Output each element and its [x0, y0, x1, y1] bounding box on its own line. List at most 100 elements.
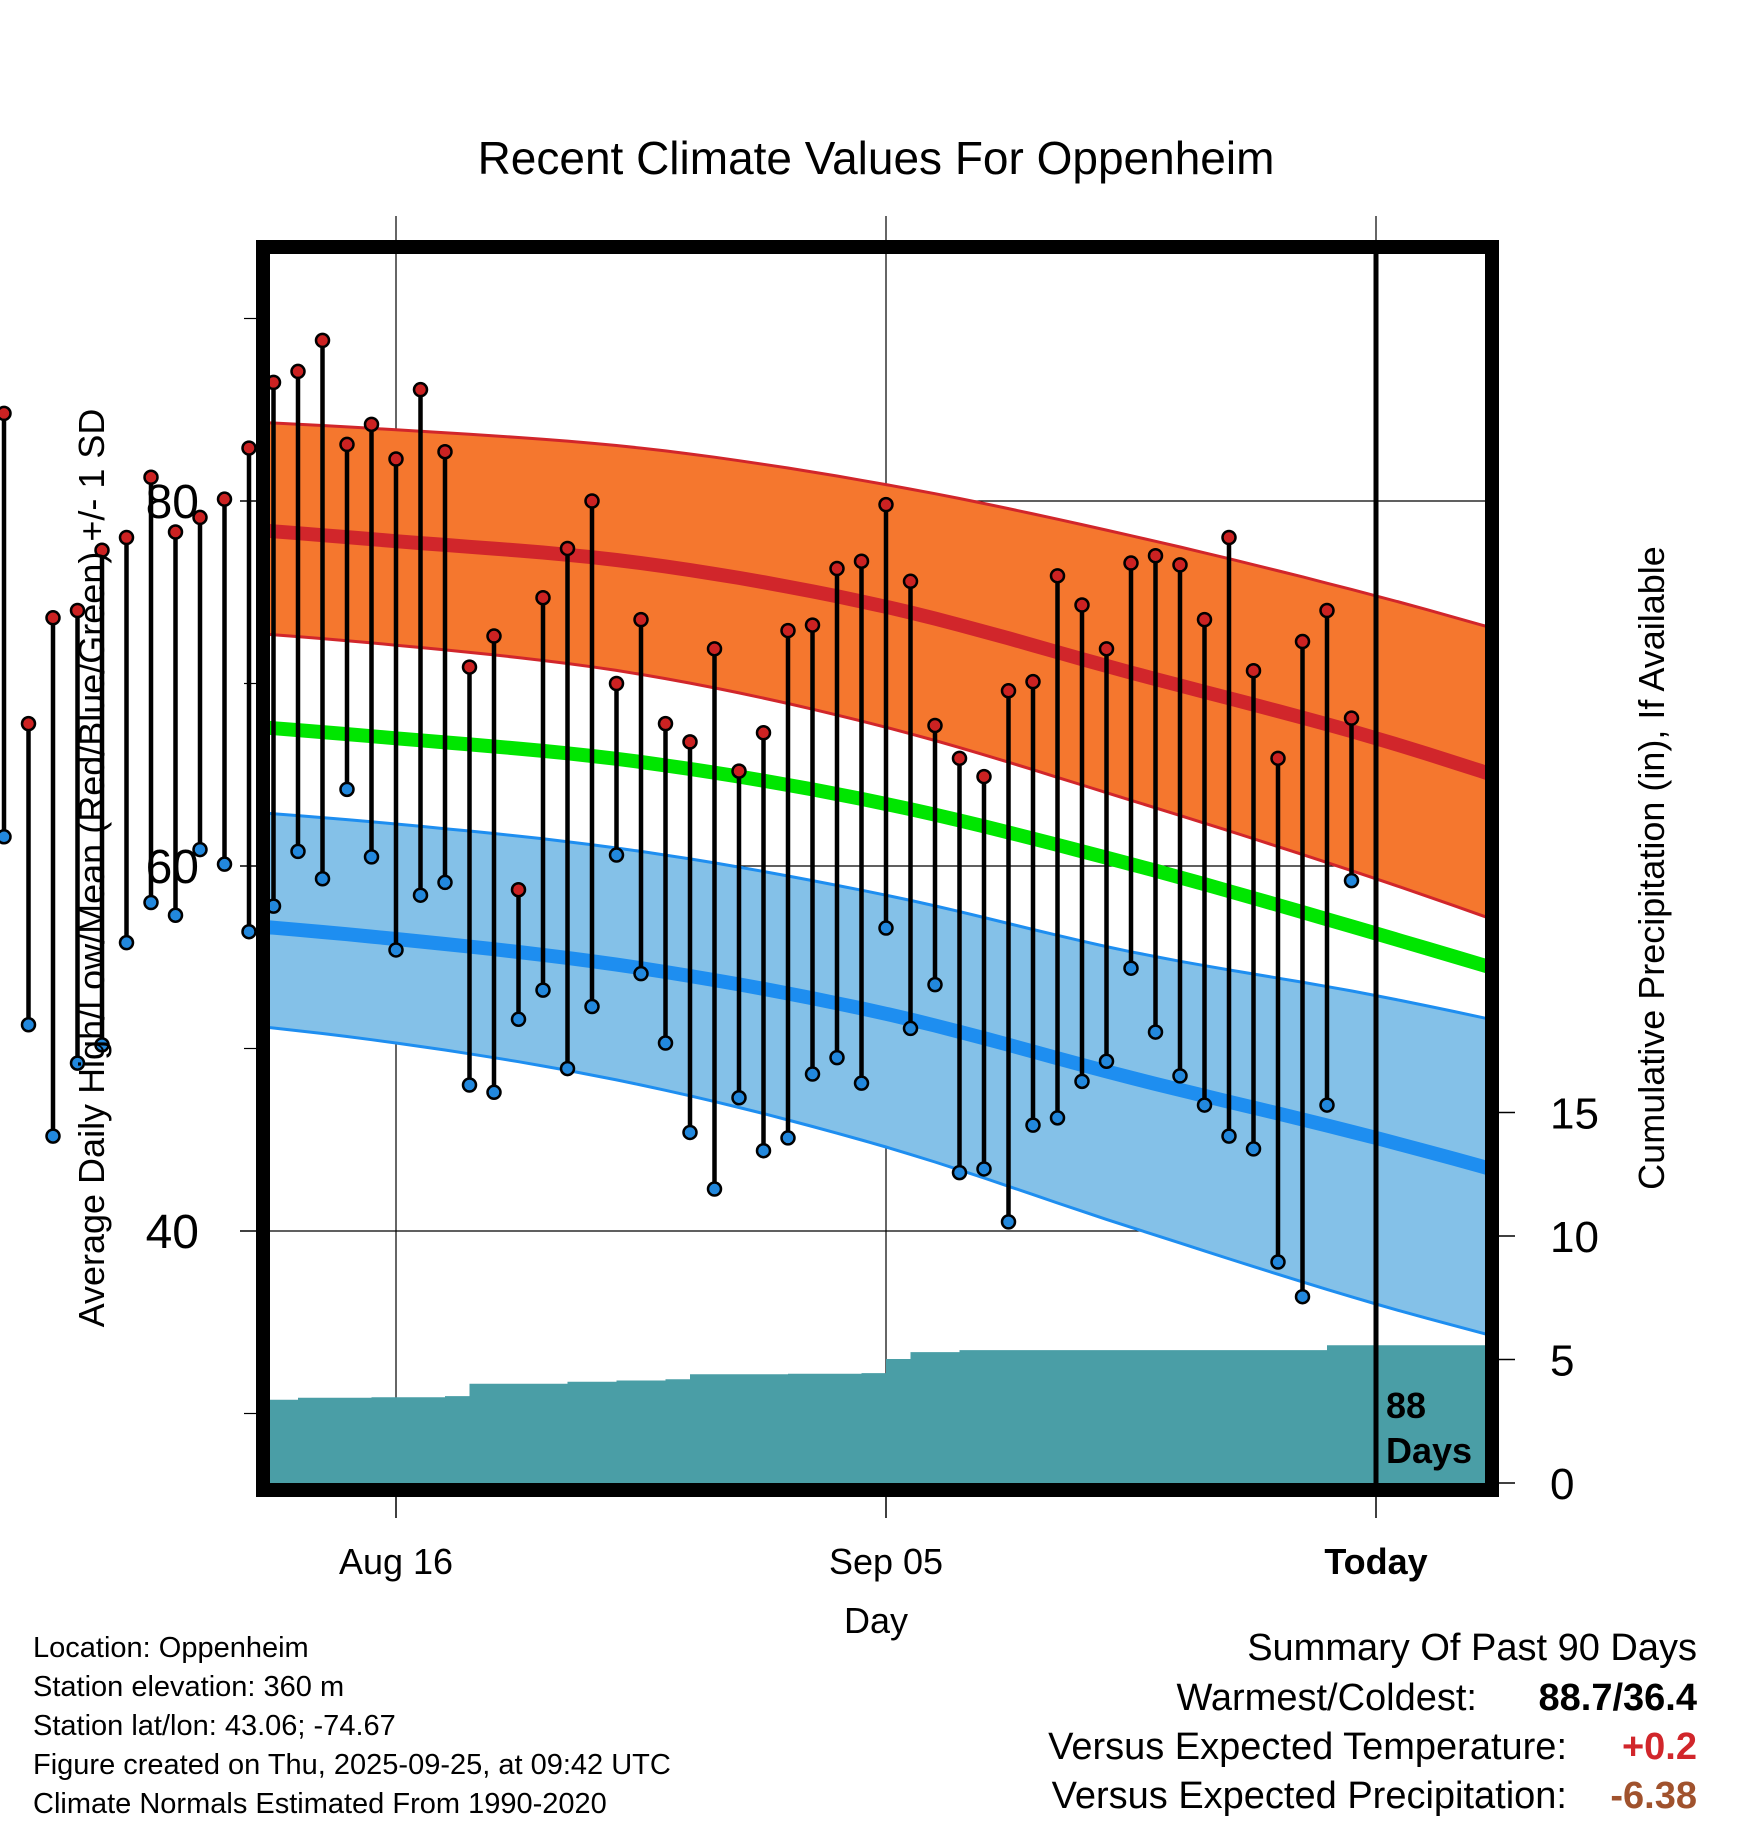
obs-low-point-75 — [1025, 1117, 1041, 1133]
obs-high-point-39 — [143, 469, 159, 486]
obs-low-point-52 — [461, 1077, 478, 1093]
obs-high-point-54 — [510, 881, 527, 898]
obs-high-point-85 — [1270, 750, 1286, 767]
obs-low-point-37 — [94, 1037, 110, 1053]
summary-precip-value: -6.38 — [1610, 1775, 1697, 1817]
obs-high-point-50 — [412, 381, 429, 398]
obs-low-point-38 — [118, 934, 135, 951]
obs-low-point-63 — [731, 1090, 747, 1106]
obs-high-point-73 — [976, 768, 992, 785]
obs-high-point-70 — [902, 573, 919, 590]
obs-low-point-62 — [706, 1181, 723, 1197]
obs-low-point-56 — [559, 1060, 576, 1077]
obs-low-point-49 — [388, 942, 404, 958]
footer-location: Location: Oppenheim — [33, 1632, 309, 1664]
summary-warmest-label: Warmest/Coldest: — [1176, 1677, 1477, 1719]
obs-low-point-45 — [290, 843, 306, 860]
summary-heading: Summary Of Past 90 Days — [1247, 1627, 1697, 1669]
today-days-count: 88 — [1386, 1385, 1426, 1426]
obs-high-point-61 — [682, 734, 698, 750]
obs-low-point-80 — [1147, 1024, 1164, 1040]
summary-precip-label: Versus Expected Precipitation: — [1051, 1775, 1567, 1817]
obs-low-point-40 — [167, 907, 184, 924]
obs-low-point-61 — [682, 1124, 698, 1141]
obs-high-point-45 — [290, 363, 306, 380]
obs-low-point-84 — [1245, 1141, 1262, 1157]
obs-low-point-48 — [363, 849, 380, 865]
obs-high-point-77 — [1074, 597, 1090, 613]
obs-low-point-54 — [510, 1011, 527, 1028]
precip-area — [270, 1345, 1485, 1483]
obs-high-point-62 — [706, 641, 723, 657]
obs-low-point-74 — [1000, 1214, 1017, 1230]
obs-high-point-63 — [731, 763, 747, 779]
obs-high-point-75 — [1025, 673, 1041, 690]
low-sd-band — [270, 813, 1485, 1334]
obs-high-point-87 — [1319, 602, 1335, 619]
y-tick-label-1: 60 — [146, 841, 199, 894]
obs-low-point-69 — [878, 920, 894, 936]
obs-high-point-81 — [1172, 557, 1188, 573]
obs-low-point-86 — [1294, 1288, 1311, 1305]
obs-low-point-50 — [412, 887, 429, 903]
x-axis-label: Day — [844, 1600, 908, 1641]
x-tick-label-3: Sep 05 — [829, 1541, 943, 1582]
observations — [0, 332, 1360, 1305]
obs-low-point-79 — [1123, 960, 1139, 976]
high-sd-upper-edge — [270, 421, 1485, 628]
obs-low-point-42 — [216, 856, 233, 872]
plot-frame — [256, 240, 1499, 1497]
obs-low-point-51 — [437, 874, 453, 891]
x-tick-label-2: Aug 16 — [339, 1541, 453, 1582]
obs-high-point-74 — [1000, 683, 1017, 699]
obs-low-point-34 — [20, 1017, 37, 1033]
footer-elevation: Station elevation: 360 m — [33, 1671, 345, 1703]
normal-bands — [270, 421, 1485, 1483]
obs-high-point-65 — [780, 622, 796, 639]
obs-high-point-41 — [192, 509, 208, 526]
obs-high-point-34 — [20, 715, 37, 732]
obs-low-point-81 — [1172, 1068, 1188, 1084]
obs-high-point-58 — [608, 675, 625, 692]
obs-low-point-47 — [339, 781, 355, 798]
obs-low-point-72 — [951, 1164, 968, 1181]
obs-high-point-51 — [437, 443, 453, 460]
obs-high-point-33 — [0, 405, 12, 422]
obs-low-point-73 — [976, 1161, 992, 1177]
obs-low-point-88 — [1343, 872, 1360, 889]
obs-high-point-52 — [461, 659, 478, 675]
obs-low-point-60 — [657, 1035, 674, 1051]
y2-tick-label-3: 15 — [1550, 1090, 1599, 1139]
summary-temp-label: Versus Expected Temperature: — [1048, 1726, 1567, 1768]
obs-low-point-76 — [1049, 1110, 1066, 1126]
obs-high-point-80 — [1147, 548, 1164, 564]
obs-low-point-67 — [829, 1049, 845, 1066]
obs-low-point-53 — [486, 1084, 502, 1101]
obs-low-point-70 — [902, 1020, 919, 1037]
y-axis-label: Average Daily High/Low/Mean (Red/Blue/Gr… — [71, 409, 112, 1328]
obs-high-point-72 — [951, 750, 968, 767]
obs-low-point-77 — [1074, 1073, 1090, 1090]
obs-low-point-59 — [633, 965, 649, 982]
y2-tick-label-2: 10 — [1550, 1213, 1599, 1262]
today-days-label: Days — [1386, 1430, 1472, 1471]
obs-low-point-57 — [584, 998, 600, 1015]
obs-high-point-49 — [388, 451, 404, 467]
x-tick-label-4: Today — [1324, 1541, 1427, 1582]
obs-low-point-46 — [314, 871, 331, 887]
y-tick-label-0: 40 — [146, 1206, 199, 1259]
obs-low-point-82 — [1196, 1097, 1213, 1113]
obs-low-point-87 — [1319, 1097, 1335, 1113]
obs-low-point-43 — [241, 923, 257, 940]
obs-low-point-36 — [69, 1055, 86, 1071]
summary-warmest-value: 88.7/36.4 — [1538, 1677, 1697, 1719]
summary-temp-value: +0.2 — [1621, 1726, 1697, 1768]
obs-high-point-47 — [339, 436, 355, 453]
obs-high-point-56 — [559, 540, 576, 557]
obs-high-point-53 — [486, 628, 502, 644]
obs-high-point-71 — [927, 717, 943, 734]
obs-high-point-59 — [633, 611, 649, 628]
y-tick-label-2: 80 — [146, 476, 199, 529]
obs-high-point-67 — [829, 560, 845, 577]
obs-high-point-66 — [804, 617, 821, 633]
